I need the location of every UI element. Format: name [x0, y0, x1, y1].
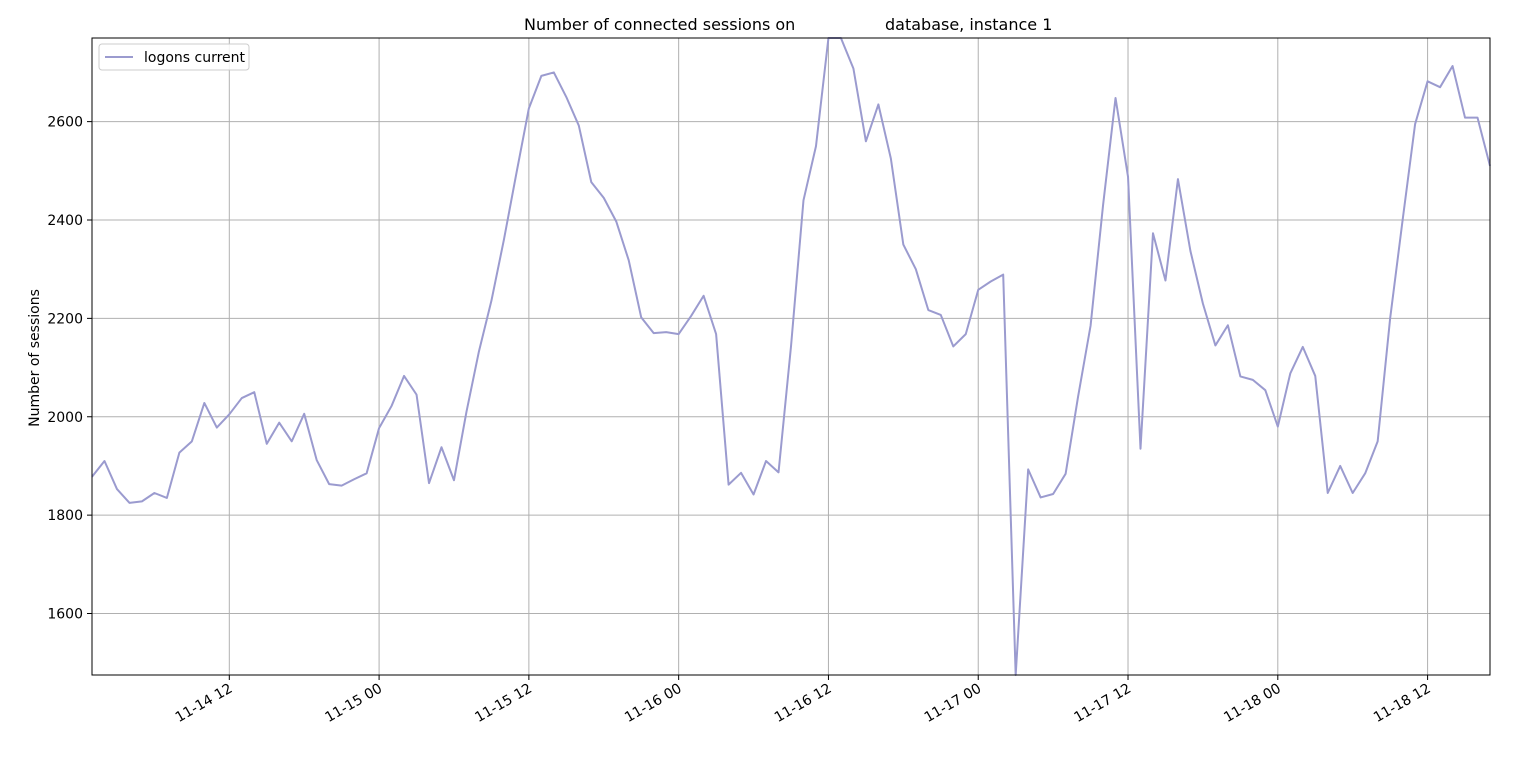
grid	[92, 38, 1490, 675]
y-axis-label: Number of sessions	[27, 289, 43, 427]
x-tick-label: 11-17 00	[922, 681, 985, 726]
x-tick-label: 11-16 00	[622, 681, 685, 726]
y-tick-label: 2200	[47, 311, 83, 327]
y-axis-ticks: 1600 1800 2000 2200 2400 2600	[47, 115, 92, 623]
chart-title-left: Number of connected sessions on	[524, 15, 795, 34]
x-axis-ticks: 11-14 12 11-15 00 11-15 12 11-16 00 11-16 12…	[173, 675, 1434, 726]
y-tick-label: 2600	[47, 115, 83, 131]
chart-title-right: database, instance 1	[885, 15, 1052, 34]
series-line-logons-current	[91, 37, 1491, 676]
y-tick-label: 1800	[47, 508, 83, 524]
legend: logons current	[98, 43, 250, 71]
y-tick-label: 1600	[47, 607, 83, 623]
x-tick-label: 11-17 12	[1071, 681, 1134, 726]
series-group	[91, 37, 1491, 676]
y-tick-label: 2400	[47, 213, 83, 229]
x-tick-label: 11-15 00	[323, 681, 386, 726]
y-tick-label: 2000	[47, 410, 83, 426]
legend-box	[98, 43, 250, 71]
x-tick-label: 11-14 12	[173, 681, 236, 726]
legend-label-logons-current: logons current	[144, 50, 246, 66]
x-tick-label: 11-15 12	[472, 681, 535, 726]
x-tick-label: 11-18 00	[1221, 681, 1284, 726]
x-tick-label: 11-16 12	[772, 681, 835, 726]
x-tick-label: 11-18 12	[1371, 681, 1434, 726]
plot-frame	[91, 37, 1491, 676]
